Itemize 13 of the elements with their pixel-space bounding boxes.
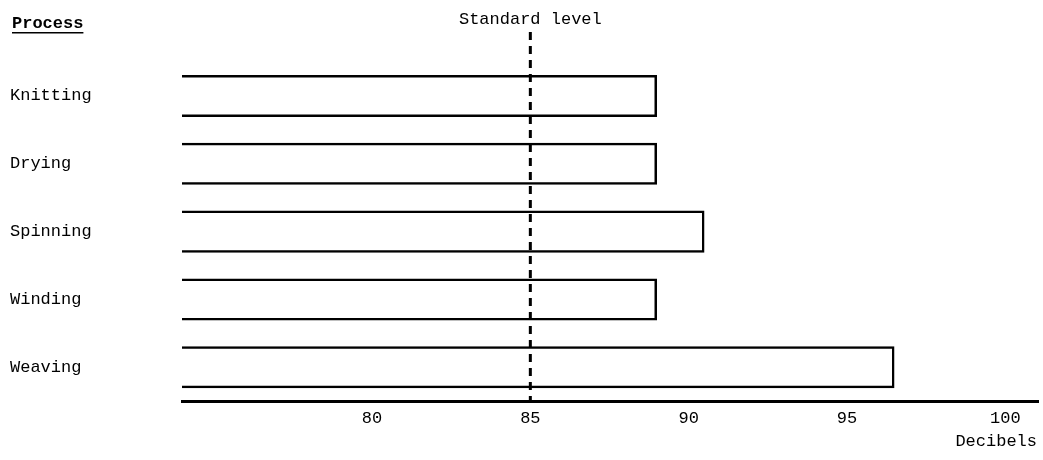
x-tick-label: 85 xyxy=(520,408,541,428)
x-tick-label: 80 xyxy=(361,408,383,428)
y-tick-label: Knitting xyxy=(10,86,92,106)
y-tick-label: Spinning xyxy=(10,222,92,242)
x-tick-label: 90 xyxy=(678,408,699,428)
y-tick-label: Drying xyxy=(10,154,72,174)
x-tick-label: 95 xyxy=(836,408,858,428)
y-tick-label: Winding xyxy=(10,289,82,309)
y-tick-label: Weaving xyxy=(10,357,82,377)
ref-line-label: Standard level xyxy=(458,10,602,29)
x-axis-title: Decibels xyxy=(955,432,1037,452)
x-tick-label: 100 xyxy=(990,408,1021,428)
y-axis-title: Process xyxy=(12,14,84,33)
